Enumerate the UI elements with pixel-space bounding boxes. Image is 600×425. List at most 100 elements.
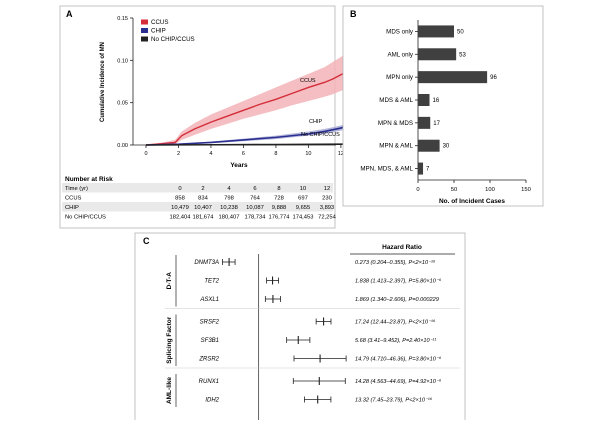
panel-c-groups: D-T-A Splicing Factor AML-like — [165, 255, 460, 407]
bar-value-label: 7 — [426, 167, 430, 173]
risk-cell: 9,888 — [272, 205, 287, 211]
risk-table-title: Number at Risk — [65, 176, 113, 183]
bar-category-label: AML only — [387, 51, 413, 58]
bar-category-label: MPN & AML — [379, 143, 413, 150]
gene-label-srsf2: SRSF2 — [200, 320, 220, 326]
risk-row-shade — [62, 183, 333, 193]
x-tick-label: 2 — [177, 151, 180, 157]
gene-label-idh2: IDH2 — [205, 398, 219, 404]
b-x-tick-label: 100 — [485, 187, 495, 193]
bar-mpn-aml — [418, 139, 440, 152]
x-tick-label: 10 — [305, 151, 311, 157]
x-tick-label: 0 — [144, 151, 147, 157]
legend-swatch-no-chip-ccus — [141, 36, 148, 42]
hr-text-sf3b1: 5.68 (3.41–9.452), P=2.40×10⁻¹¹ — [355, 338, 436, 344]
risk-row-shade — [62, 202, 333, 212]
risk-table: Time (yr) 0 2 4 6 8 10 12 CCUS 858 834 798 764 728 697… — [62, 183, 337, 221]
panel-a-letter: A — [66, 9, 73, 19]
line-label-ccus: CCUS — [300, 78, 316, 84]
x-tick-label: 4 — [209, 151, 212, 157]
panel-a-line-labels: CCUS CHIP No CHIP/CCUS — [300, 78, 340, 138]
panel-b-frame — [342, 5, 544, 207]
risk-cell: 10,238 — [220, 205, 238, 211]
bar-category-label: MPN & MDS — [378, 120, 413, 127]
x-tick-label: 6 — [242, 151, 245, 157]
risk-header-time: 10 — [300, 186, 306, 192]
ccus-line — [145, 71, 347, 146]
risk-cell: 728 — [274, 196, 284, 202]
legend-label-no-chip-ccus: No CHIP/CCUS — [151, 36, 195, 43]
legend-label-chip: CHIP — [151, 28, 166, 35]
risk-cell: 180,407 — [219, 215, 240, 221]
panel-a-y-axis-label: Cumulative Incidence of MN — [100, 42, 106, 122]
panel-a-x-axis-label: Years — [230, 162, 248, 169]
bar-mpn-mds — [418, 116, 431, 129]
ccus-ci-band — [146, 53, 346, 146]
gene-label-dnmt3a: DNMT3A — [194, 260, 219, 266]
risk-cell: 181,674 — [193, 215, 215, 221]
risk-cell: 834 — [198, 196, 208, 202]
y-tick-label: 0.05 — [117, 101, 128, 107]
risk-cell: 178,734 — [245, 215, 267, 221]
risk-header-time: 12 — [324, 186, 330, 192]
hr-text-zrsr2: 14.79 (4.710–46.36), P=3.80×10⁻⁶ — [355, 356, 442, 363]
gene-label-zrsr2: ZRSR2 — [198, 357, 219, 363]
no-chip-ccus-line — [145, 143, 346, 146]
gene-label-sf3b1: SF3B1 — [201, 338, 219, 344]
risk-header-time: 6 — [253, 186, 256, 192]
group-label-splicing-factor: Splicing Factor — [166, 316, 173, 363]
panel-c-column-header: Hazard Ratio — [382, 244, 422, 251]
gene-label-runx1: RUNX1 — [199, 379, 219, 385]
bar-value-label: 30 — [443, 144, 450, 150]
group-label-aml-like: AML-like — [166, 377, 173, 404]
hr-text-dnmt3a: 0.273 (0.204–0.355), P<2×10⁻¹⁶ — [355, 259, 436, 266]
bar-aml-only — [418, 48, 457, 61]
panel-b-bars: MDS only 50 AML only 53 MPN only 96 MDS & AML 1… — [360, 25, 497, 175]
panel-c-frame — [134, 232, 466, 425]
panel-c-rows: DNMT3A 0.273 (0.204–0.355), P<2×10⁻¹⁶ TET2… — [194, 258, 442, 404]
risk-cell: 72,254 — [318, 215, 337, 221]
bar-category-label: MPN, MDS, & AML — [360, 166, 413, 173]
risk-row-label: No CHIP/CCUS — [65, 215, 106, 221]
bar-value-label: 53 — [459, 52, 466, 58]
bar-mds-aml — [418, 94, 430, 106]
panel-a-x-ticks: 0 2 4 6 8 10 12 — [144, 145, 344, 157]
panel-b: B MDS only 50 AML only 53 MPN only 96 MDS & AM… — [342, 5, 544, 207]
risk-cell: 9,655 — [296, 205, 311, 211]
bar-category-label: MDS & AML — [379, 97, 413, 104]
risk-cell: 10,087 — [246, 205, 264, 211]
risk-header-time: 4 — [227, 186, 231, 192]
panel-c: C Hazard Ratio D-T-A Splicing Factor AML-l… — [134, 232, 466, 425]
legend-swatch-ccus — [141, 19, 148, 25]
risk-cell: 10,407 — [194, 205, 212, 211]
bar-mpn-mds-aml — [418, 162, 424, 175]
gene-label-tet2: TET2 — [204, 279, 219, 285]
panel-c-letter: C — [143, 236, 150, 246]
risk-row-label: CCUS — [65, 196, 82, 202]
risk-cell: 182,404 — [170, 215, 192, 221]
bar-value-label: 16 — [433, 98, 440, 104]
bar-mpn-only — [418, 71, 488, 84]
panel-a: A Cumulative Incidence of MN Years 0.00 0… — [59, 5, 347, 229]
b-x-tick-label: 0 — [416, 187, 419, 193]
hr-text-idh2: 13.32 (7.45–23.79), P<2×10⁻¹⁶ — [355, 397, 433, 404]
y-tick-label: 0.15 — [117, 16, 128, 22]
hr-text-asxl1: 1.869 (1.340–2.606), P=0.000229 — [355, 297, 439, 303]
chip-line — [145, 125, 347, 146]
x-tick-label: 12 — [338, 151, 344, 157]
y-tick-label: 0.00 — [117, 143, 128, 149]
bar-value-label: 17 — [433, 121, 440, 127]
line-label-chip: CHIP — [309, 119, 322, 125]
risk-header-time: 2 — [201, 186, 204, 192]
risk-cell: 174,453 — [293, 215, 314, 221]
legend-label-ccus: CCUS — [151, 19, 169, 26]
risk-cell: 697 — [298, 196, 308, 202]
hr-text-srsf2: 17.24 (12.44–23.87), P<2×10⁻¹⁶ — [355, 319, 436, 326]
bar-mds-only — [418, 25, 454, 38]
risk-header-time: 8 — [277, 186, 280, 192]
risk-cell: 798 — [224, 196, 234, 202]
panel-a-y-ticks: 0.00 0.05 0.10 0.15 — [117, 16, 133, 149]
risk-row-label: CHIP — [65, 205, 79, 211]
